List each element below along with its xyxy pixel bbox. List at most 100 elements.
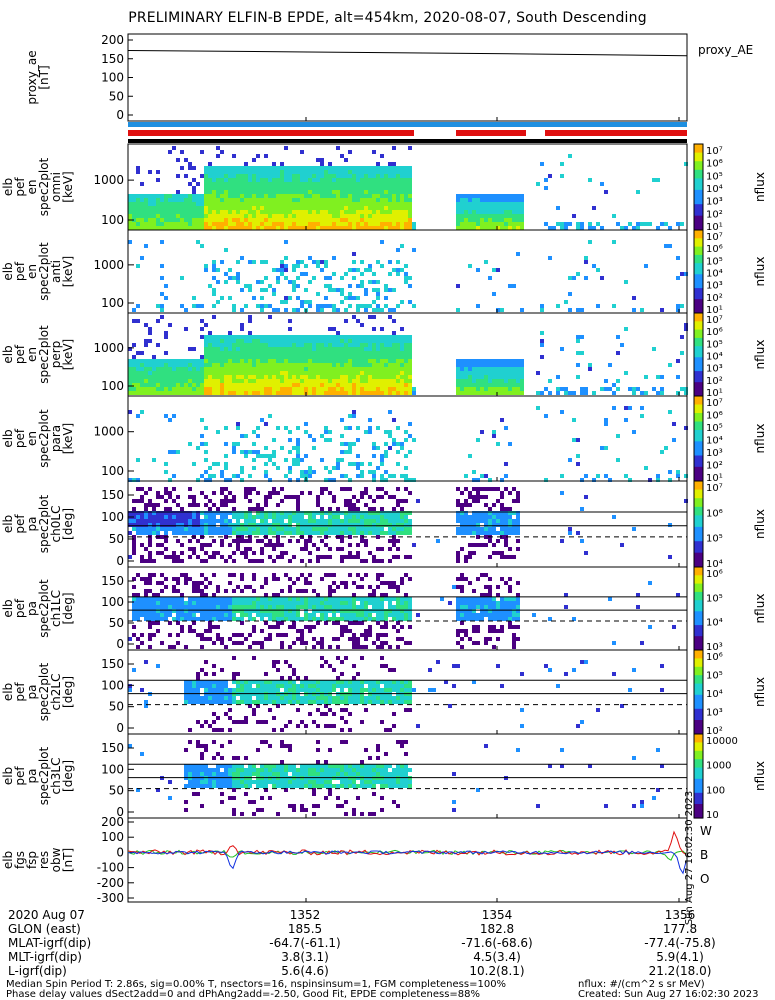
footer-created: Created: Sun Aug 27 16:02:30 2023	[578, 989, 759, 1000]
spec1-ylabel-line: elb	[1, 178, 15, 196]
spec3-colorbar	[694, 313, 703, 397]
fgs-ylabel-line: obw	[49, 847, 63, 872]
spec3-cells	[128, 315, 688, 395]
spec2-ylabel-line: spec2plot	[37, 242, 51, 301]
pa1-cbar-tick: 10⁶	[706, 569, 723, 580]
status-bar-blue	[128, 122, 687, 127]
pa1-cbar-tick: 10³	[706, 642, 723, 653]
pa1-ylabel-line: elb	[1, 599, 15, 617]
fgs-ytick-label: 100	[101, 830, 124, 844]
ephem-l-label: L-igrf(dip)	[8, 964, 67, 978]
spec1-cbar-tick: 10²	[706, 209, 723, 220]
ephem-l-1: 5.6(4.6)	[281, 964, 329, 978]
proxy-ae-ylabel-line: [nT]	[37, 65, 51, 89]
pa0-colorbar	[694, 481, 703, 568]
spec4-ylabel-line: para	[49, 425, 63, 452]
spec1-cbar-tick: 10⁷	[706, 146, 723, 157]
pa0-cbar-tick: 10⁶	[706, 508, 723, 519]
spec3-cbar-label: nflux	[753, 340, 767, 370]
pa2-ylabel-line: [deg]	[61, 676, 75, 708]
pa3-cells	[128, 740, 664, 816]
proxy-ae-ytick-label: 0	[116, 108, 124, 122]
pa3-ylabel-line: spec2plot	[37, 746, 51, 805]
spec3-cbar-tick: 10⁶	[706, 327, 723, 338]
status-bar-black	[128, 139, 687, 143]
spec4-ylabel-line: pef	[13, 428, 27, 448]
spec4-cells	[128, 406, 688, 482]
pa2-ytick-label: 100	[101, 678, 124, 692]
pa1-ytick-label: 100	[101, 595, 124, 609]
spec4-ytick-label: 100	[101, 464, 124, 478]
spec3-ytick-label: 100	[101, 379, 124, 393]
ephem-mlt-label: MLT-igrf(dip)	[8, 950, 82, 964]
proxy-ae-frame	[127, 33, 688, 122]
pa0-ytick-label: 100	[101, 510, 124, 524]
status-bar-red-1	[128, 130, 414, 136]
pa0-ylabel-line: [deg]	[61, 508, 75, 540]
spec1-ylabel-line: pef	[13, 177, 27, 197]
spec1-cbar-tick: 10¹	[706, 222, 723, 233]
pa0-ylabel-line: pa	[25, 517, 39, 532]
fgs-frame	[127, 817, 688, 903]
spec4-cbar-tick: 10⁷	[706, 398, 723, 409]
pa2-ylabel-line: spec2plot	[37, 662, 51, 721]
spec3-cbar-tick: 10³	[706, 364, 723, 375]
ephem-mlat-1: -64.7(-61.1)	[269, 936, 341, 950]
spec2-cbar-tick: 10⁵	[706, 256, 723, 267]
ephem-mlt-2: 4.5(3.4)	[473, 950, 521, 964]
ephem-glon-1: 185.5	[287, 922, 323, 936]
spec1-colorbar	[694, 144, 703, 231]
pa0-ytick-label: 150	[101, 488, 124, 502]
spec3-cbar-tick: 10⁷	[706, 315, 723, 326]
spec2-cbar-tick: 10⁶	[706, 244, 723, 255]
pa3-cbar-tick: 1000	[706, 761, 731, 772]
status-bar-red-2	[456, 130, 526, 136]
proxy-ae-ytick-label: 50	[109, 89, 124, 103]
fgs-ytick-label: 0	[116, 845, 124, 859]
pa2-cbar-tick: 10²	[706, 726, 723, 737]
pa3-colorbar	[694, 734, 703, 819]
spec4-colorbar	[694, 396, 703, 482]
spec4-ylabel-line: en	[25, 431, 39, 446]
spec3-ylabel-line: elb	[1, 345, 15, 363]
pa3-ytick-label: 50	[109, 784, 124, 798]
ephem-glon-label: GLON (east)	[8, 922, 81, 936]
pa2-colorbar	[694, 650, 703, 735]
spec1-cbar-label: nflux	[753, 172, 767, 202]
spec1-cbar-tick: 10⁵	[706, 171, 723, 182]
pa2-cbar-tick: 10⁴	[706, 689, 723, 700]
pa1-cbar-label: nflux	[753, 594, 767, 624]
pa3-ylabel-line: elb	[1, 767, 15, 785]
pa1-ytick-label: 150	[101, 574, 124, 588]
spec2-cbar-tick: 10²	[706, 293, 723, 304]
pa1-ytick-label: 0	[116, 637, 124, 651]
spec1-ylabel-line: en	[25, 180, 39, 195]
spec1-ytick-label: 100	[101, 213, 124, 227]
spec2-ytick-label: 1000	[93, 258, 124, 272]
pa1-cbar-tick: 10⁵	[706, 593, 723, 604]
ephem-date-label: 2020 Aug 07	[8, 908, 85, 922]
spec3-cbar-tick: 10⁴	[706, 352, 723, 363]
fgs-line-o	[127, 850, 687, 875]
pa3-ytick-label: 100	[101, 762, 124, 776]
pa2-cbar-tick: 10⁵	[706, 671, 723, 682]
spec2-ylabel-line: [keV]	[61, 256, 75, 287]
spec3-ylabel-line: perp	[49, 341, 63, 369]
ephem-time-2: 1354	[481, 908, 513, 922]
spec1-cbar-tick: 10⁴	[706, 184, 723, 195]
spec3-ytick-label: 1000	[93, 341, 124, 355]
fgs-ytick-label: -100	[97, 861, 124, 875]
ephem-mlat-2: -71.6(-68.6)	[461, 936, 533, 950]
pa3-ylabel-line: pef	[13, 766, 27, 786]
fgs-ylabel-line: res	[37, 851, 51, 869]
pa0-ylabel-line: ch0LC	[49, 506, 63, 543]
pa3-ylabel-line: ch3LC	[49, 758, 63, 795]
proxy-ae-ytick-label: 150	[101, 52, 124, 66]
pa0-ylabel-line: spec2plot	[37, 494, 51, 553]
pa3-colorbar-frame	[693, 733, 704, 819]
pa2-cbar-tick: 10⁶	[706, 652, 723, 663]
pa3-cbar-tick: 10000	[706, 736, 738, 747]
spec2-ytick-label: 100	[101, 296, 124, 310]
pa0-ylabel-line: elb	[1, 515, 15, 533]
proxy-ae-right-label: proxy_AE	[698, 43, 753, 57]
